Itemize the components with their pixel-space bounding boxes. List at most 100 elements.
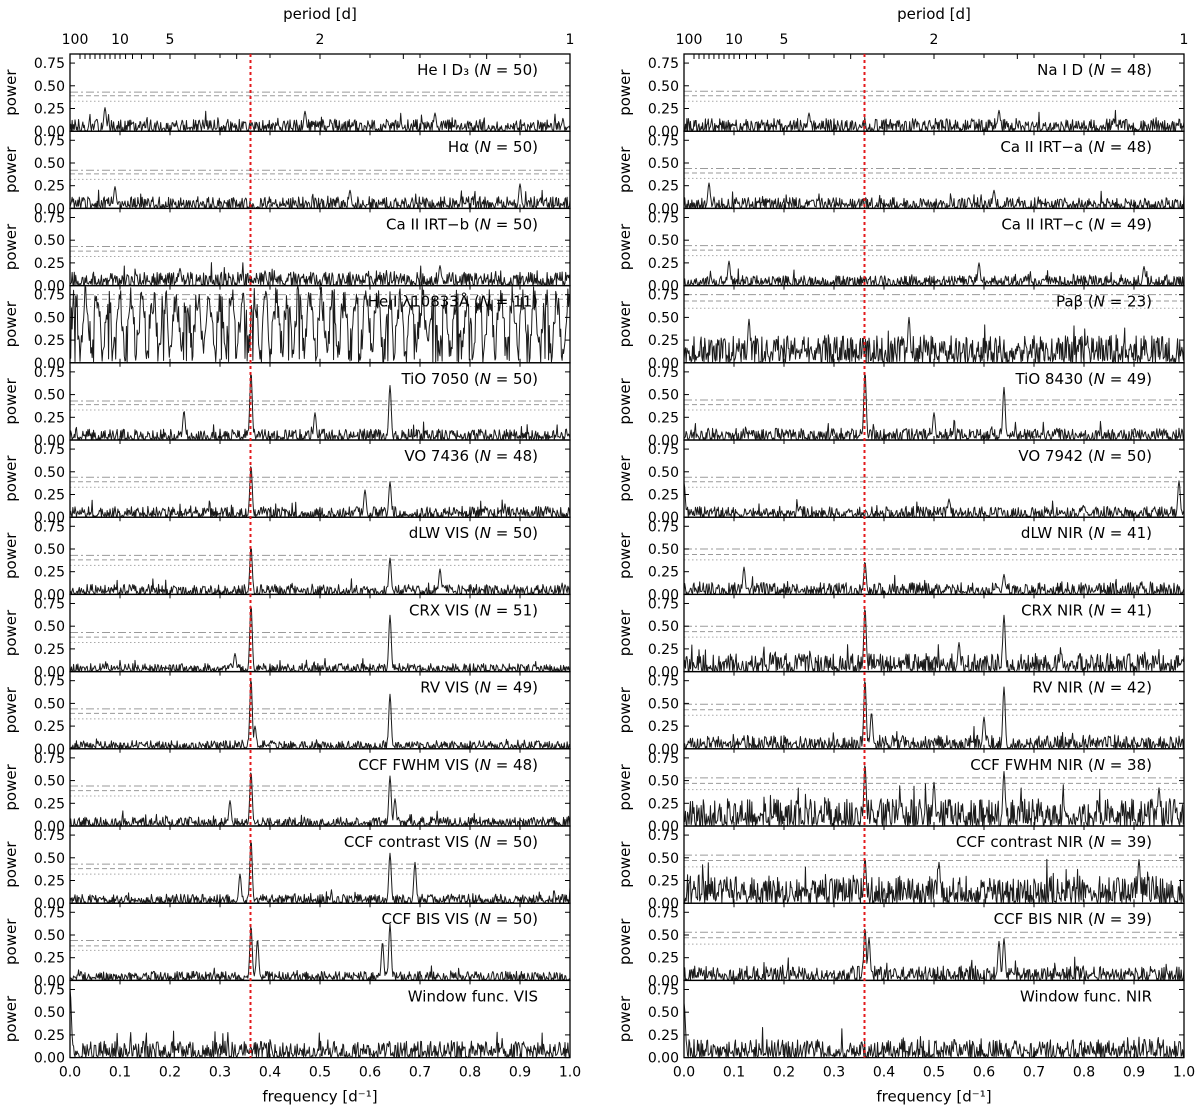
y-tick-label: 0.75 [648,905,679,921]
power-spectrum-line [69,989,571,1059]
y-tick-label: 0.50 [34,310,65,326]
y-tick-label: 0.75 [34,210,65,226]
x-tick-label: 0.9 [1123,1065,1145,1081]
power-spectrum-line [683,1003,1185,1059]
y-tick-label: 0.00 [648,896,679,912]
panel-title: Window func. NIR [1020,987,1152,1005]
y-tick-label: 0.50 [648,619,679,635]
y-tick-label: 0.00 [34,356,65,372]
y-tick-label: 0.25 [648,642,679,658]
periodogram-panel: 0.00 0.25 0.50 0.75 power CRX VIS (N = 51) [2,593,571,681]
y-tick-label: 0.00 [648,356,679,372]
y-tick-label: 0.25 [648,873,679,889]
x-tick-label: 0.5 [309,1065,331,1081]
y-tick-label: 0.50 [648,542,679,558]
panel-title: Paβ (N = 23) [1056,293,1152,311]
y-tick-label: 0.25 [648,256,679,272]
y-tick-label: 0.75 [34,828,65,844]
y-axis-title: power [616,377,634,424]
y-axis-title: power [616,686,634,733]
y-axis-title: power [616,609,634,656]
y-axis-title: power [616,146,634,193]
period-tick-label: 100 [62,32,89,48]
power-spectrum-line [683,858,1185,904]
y-tick-label: 0.50 [648,465,679,481]
y-tick-label: 0.75 [34,288,65,304]
periodogram-panel: 0.00 0.25 0.50 0.75 power CCF contrast NIR (N… [616,825,1185,912]
period-tick-label: 1 [566,32,575,48]
y-tick-label: 0.00 [648,510,679,526]
y-tick-label: 0.00 [34,433,65,449]
power-spectrum-line [69,466,571,518]
y-tick-label: 0.25 [648,951,679,967]
panel-title: CCF FWHM VIS (N = 48) [358,756,538,774]
y-tick-label: 0.75 [648,596,679,612]
y-tick-label: 0.25 [34,719,65,735]
periodogram-panel: 0.00 0.25 0.50 0.75 power RV VIS (N = 49) [2,670,571,758]
panel-title: RV VIS (N = 49) [420,679,538,697]
y-tick-label: 0.00 [648,587,679,603]
period-axis-title: period [d] [283,5,357,23]
y-tick-label: 0.00 [34,510,65,526]
y-tick-label: 0.00 [648,742,679,758]
y-axis-title: power [2,918,20,965]
y-tick-label: 0.25 [648,565,679,581]
periodogram-panel: 0.00 0.25 0.50 0.75 power Ca II IRT−c (N = 49… [616,207,1185,295]
y-tick-label: 0.75 [648,133,679,149]
y-axis-title: power [2,69,20,116]
periodogram-panel: 0.00 0.25 0.50 0.75 power dLW NIR (N = 41) [616,516,1185,603]
y-tick-label: 0.50 [34,388,65,404]
y-tick-label: 0.00 [648,433,679,449]
periodogram-panel: 0.00 0.25 0.50 0.75 power CCF FWHM VIS (N = 4… [2,748,571,835]
x-tick-label: 0.0 [59,1065,81,1081]
y-tick-label: 0.75 [648,751,679,767]
y-tick-label: 0.75 [648,519,679,535]
y-tick-label: 0.50 [34,928,65,944]
periodogram-panel: 0.00 0.25 0.50 0.75 power CCF BIS VIS (N = 50… [2,902,571,989]
x-tick-label: 0.3 [209,1065,231,1081]
panel-title: CCF contrast VIS (N = 50) [344,833,538,851]
panel-title: TiO 7050 (N = 50) [400,370,538,388]
y-tick-label: 0.50 [34,465,65,481]
y-tick-label: 0.50 [34,619,65,635]
y-tick-label: 0.75 [648,982,679,998]
y-tick-label: 0.75 [34,133,65,149]
y-tick-label: 0.75 [34,56,65,72]
panel-title: Ca II IRT−b (N = 50) [386,215,538,233]
power-spectrum-line [683,480,1185,518]
y-tick-label: 0.75 [34,674,65,690]
panel-title: CRX NIR (N = 41) [1021,601,1152,619]
y-tick-label: 0.50 [34,233,65,249]
x-tick-label: 0.4 [873,1065,895,1081]
panel-title: CCF FWHM NIR (N = 38) [970,756,1152,774]
panel-title: dLW VIS (N = 50) [409,524,538,542]
y-tick-label: 0.75 [648,674,679,690]
y-tick-label: 0.75 [34,905,65,921]
y-tick-label: 0.00 [34,973,65,989]
y-tick-label: 0.25 [648,796,679,812]
periodogram-panel: 0.00 0.25 0.50 0.75 power CCF BIS NIR (N = 39… [616,902,1185,989]
y-tick-label: 0.00 [648,1051,679,1067]
periodogram-panel: 0.00 0.25 0.50 0.75 power TiO 8430 (N = 49) [616,362,1185,449]
x-tick-label: 0.3 [823,1065,845,1081]
y-tick-label: 0.25 [648,101,679,117]
x-tick-label: 0.4 [259,1065,281,1081]
x-tick-label: 1.0 [1173,1065,1195,1081]
power-spectrum-line [683,681,1185,750]
x-tick-label: 0.9 [509,1065,531,1081]
x-tick-label: 1.0 [559,1065,581,1081]
y-tick-label: 0.00 [34,742,65,758]
y-tick-label: 0.50 [648,156,679,172]
y-axis-title: power [2,686,20,733]
power-spectrum-line [683,373,1185,441]
y-tick-label: 0.00 [648,665,679,681]
y-tick-label: 0.00 [648,819,679,835]
periodogram-panel: 0.00 0.25 0.50 0.75 power CRX NIR (N = 41) [616,593,1185,681]
periodogram-panel: 0.00 0.25 0.50 0.75 power CCF FWHM NIR (N = 3… [616,748,1185,835]
period-tick-label: 10 [725,32,743,48]
periodogram-panel: 0.00 0.25 0.50 0.75 power Window func. VIS [2,979,571,1067]
y-axis-title: power [616,918,634,965]
panel-title: Ca II IRT−a (N = 48) [1000,138,1152,156]
period-axis-title: period [d] [897,5,971,23]
